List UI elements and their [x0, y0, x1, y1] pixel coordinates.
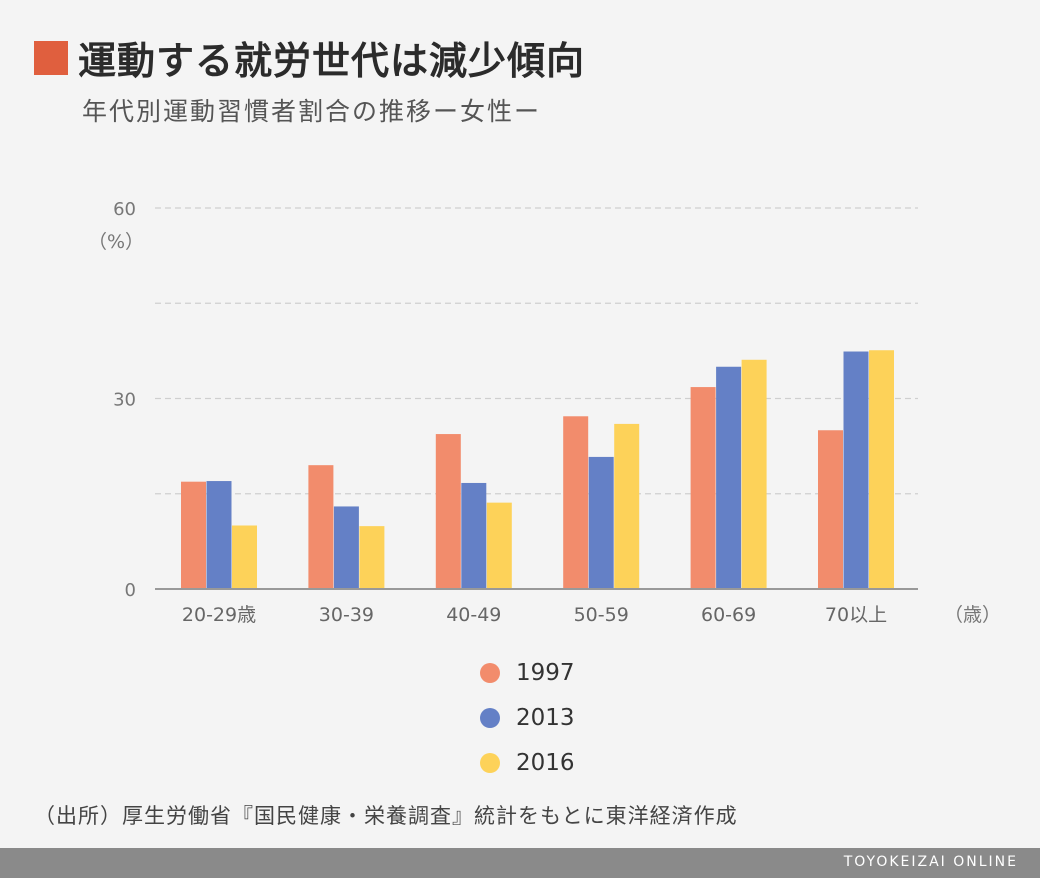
bar-2016-4	[741, 359, 767, 589]
bar-2013-1	[333, 506, 359, 589]
bar-2013-0	[206, 481, 232, 589]
bar-2013-4	[716, 366, 742, 589]
chart-subtitle: 年代別運動習慣者割合の推移ー女性ー	[82, 97, 542, 126]
bar-2016-3	[614, 423, 640, 589]
legend-dot-2016	[480, 752, 500, 773]
y-tick-label: 60	[113, 199, 136, 220]
x-tick-label: 20-29歳	[182, 604, 256, 626]
chart-title: 運動する就労世代は減少傾向	[78, 39, 586, 83]
bar-1997-4	[690, 387, 716, 589]
x-tick-label: 50-59	[574, 604, 629, 626]
legend-dot-1997	[480, 662, 500, 683]
x-tick-label: 70以上	[825, 604, 887, 626]
x-tick-label: 60-69	[701, 604, 756, 626]
gridlines	[155, 207, 918, 495]
x-tick-labels: 20-29歳 30-39 40-49 50-59 60-69 70以上	[182, 604, 887, 626]
footer-bar: TOYOKEIZAI ONLINE	[0, 848, 1040, 878]
bar-2013-5	[843, 351, 869, 589]
legend-item-2013: 2013	[480, 695, 575, 740]
x-tick-label: 30-39	[319, 604, 374, 626]
bar-1997-3	[563, 416, 589, 589]
legend-item-2016: 2016	[480, 740, 575, 785]
bar-1997-2	[435, 434, 461, 589]
bar-chart: 0 30 60 20-29歳 30-39 40-49 50-59 60-69 70以上 （%）…	[88, 199, 1001, 626]
bar-2016-2	[486, 502, 512, 589]
y-tick-label: 30	[113, 390, 136, 411]
bar-2013-3	[588, 456, 614, 589]
title-marker	[34, 40, 68, 75]
legend-item-1997: 1997	[480, 650, 575, 695]
bar-2016-0	[232, 525, 257, 589]
bar-1997-0	[181, 481, 206, 589]
bar-2013-2	[461, 482, 487, 589]
footer-brand: TOYOKEIZAI ONLINE	[843, 854, 1018, 870]
bar-1997-5	[818, 430, 843, 589]
bars	[181, 350, 894, 589]
y-tick-label: 0	[125, 580, 136, 601]
title-block: 運動する就労世代は減少傾向	[34, 30, 585, 85]
bar-2016-1	[359, 526, 385, 589]
bar-1997-1	[308, 465, 334, 589]
x-axis-unit: （歳）	[944, 604, 1001, 626]
legend-dot-2013	[480, 707, 500, 728]
legend-label-1997: 1997	[516, 659, 575, 686]
y-axis-unit: （%）	[88, 231, 144, 253]
source-note: （出所）厚生労働省『国民健康・栄養調査』統計をもとに東洋経済作成	[34, 804, 738, 828]
legend-label-2013: 2013	[516, 704, 575, 731]
legend-label-2016: 2016	[516, 749, 575, 776]
legend: 1997 2013 2016	[480, 650, 575, 785]
x-tick-label: 40-49	[446, 604, 501, 626]
bar-2016-5	[869, 350, 894, 589]
y-tick-labels: 0 30 60	[113, 199, 136, 601]
